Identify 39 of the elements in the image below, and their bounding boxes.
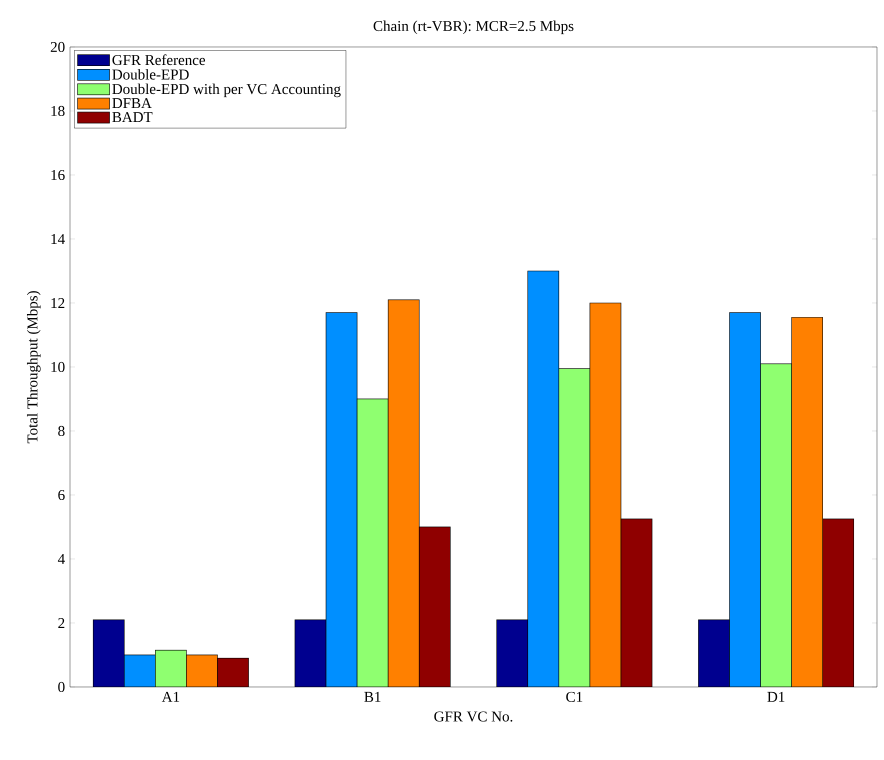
bar [729,312,761,687]
y-tick-label: 10 [51,362,65,372]
y-tick-label: 8 [58,426,65,436]
bar [760,363,792,687]
y-tick-label: 0 [58,682,65,692]
y-tick-label: 6 [58,490,65,500]
x-tick-label: D1 [767,692,784,702]
legend-label: Double-EPD [112,69,189,80]
bar [822,518,854,687]
bar [496,619,528,687]
legend-label: GFR Reference [112,54,206,66]
legend-label: DFBA [112,98,152,108]
bar [326,312,358,687]
bar [620,518,652,687]
y-tick-label: 14 [51,234,65,244]
y-tick-label: 16 [51,170,65,180]
x-axis-title: GFR VC No. [434,711,512,722]
x-tick-label: C1 [566,692,582,702]
y-tick-label: 2 [58,618,64,628]
x-tick-label: B1 [364,692,380,702]
bar [418,526,451,687]
legend-label: Double-EPD with per VC Accounting [112,84,341,98]
bar [294,619,326,687]
bar [124,654,156,687]
bar [155,650,187,687]
legend-label: BADT [112,112,152,122]
y-tick-label: 18 [51,106,65,116]
bar [217,658,249,687]
bar [698,619,730,687]
y-axis-title: Total Throughput (Mbps) [26,291,41,444]
y-tick-label: 12 [51,298,64,308]
x-tick-label: A1 [162,692,180,702]
bar [527,270,560,687]
bar [356,398,388,687]
bar [92,619,125,687]
chart-title: Chain (rt-VBR): MCR=2.5 Mbps [374,20,574,34]
y-tick-label: 20 [50,42,65,52]
bar [558,368,590,687]
y-tick-label: 4 [58,554,65,564]
